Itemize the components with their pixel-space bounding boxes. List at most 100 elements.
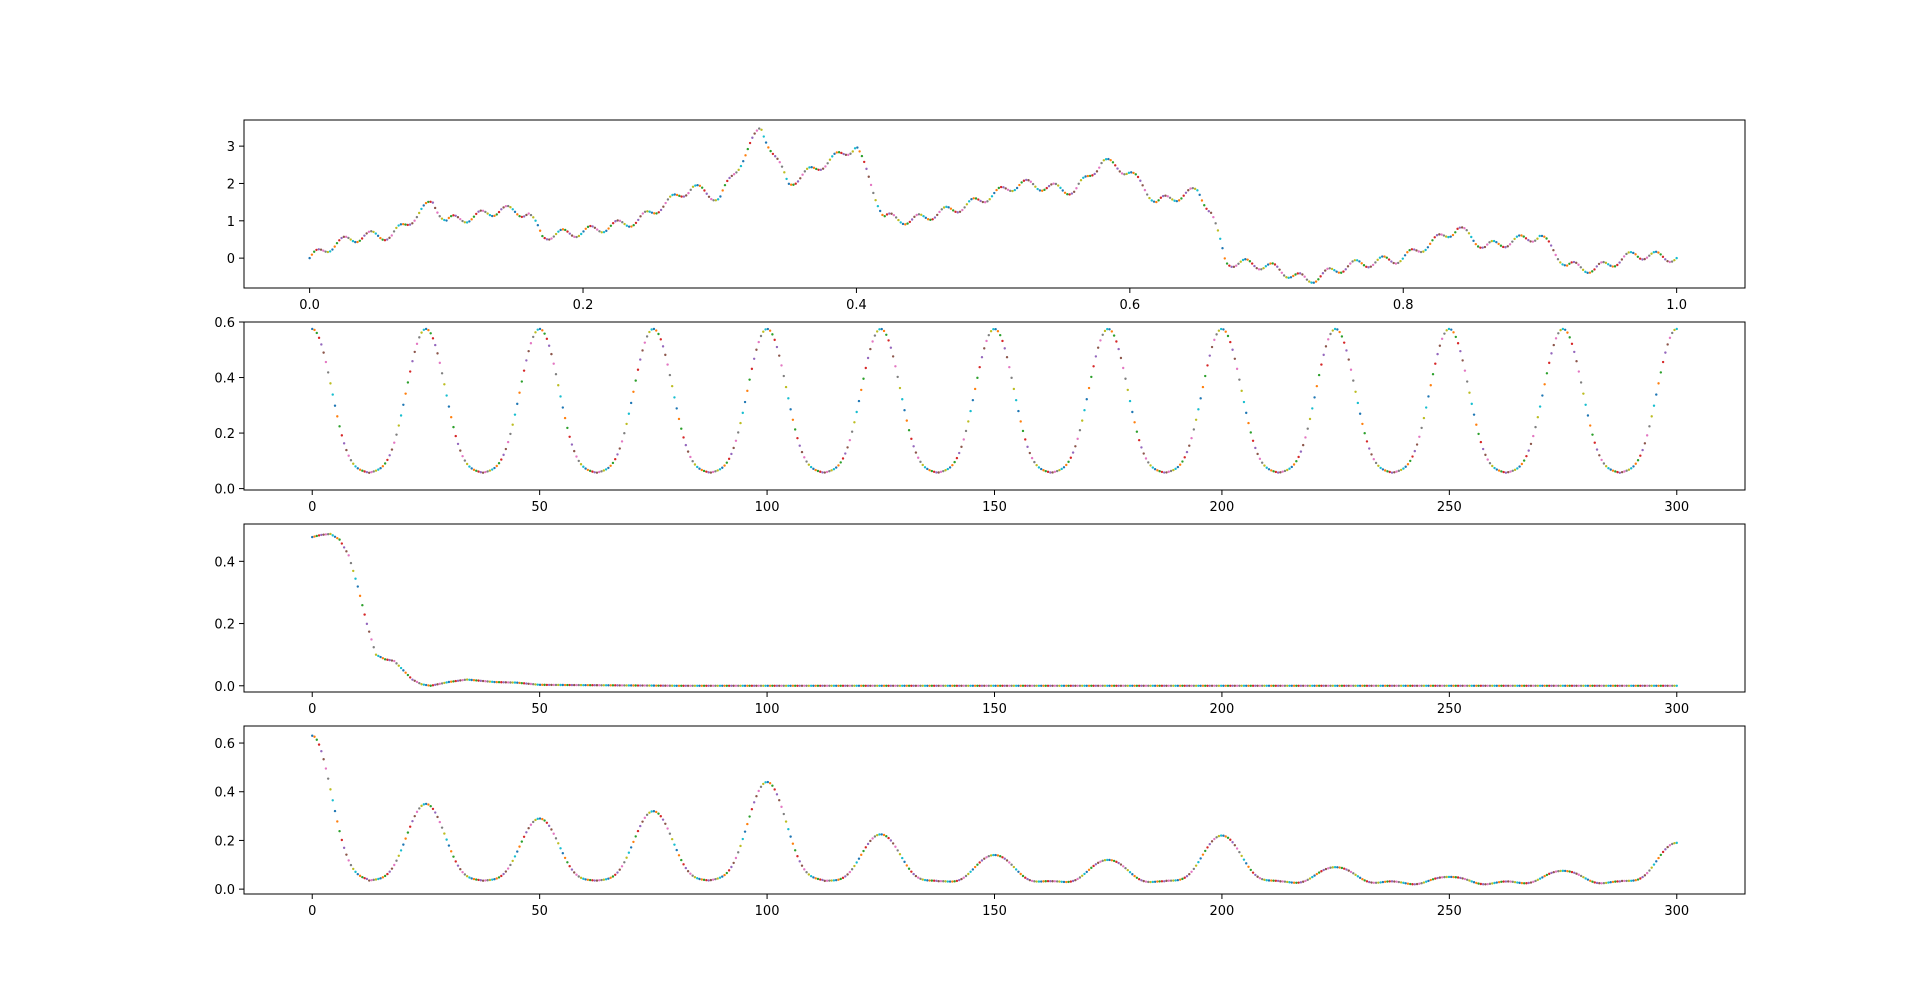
data-point: [1520, 234, 1523, 237]
data-point: [1010, 376, 1013, 380]
data-point: [529, 213, 533, 217]
data-point: [1620, 879, 1624, 883]
data-point: [1632, 879, 1635, 882]
data-point: [1256, 684, 1259, 687]
data-point: [623, 222, 626, 226]
data-point: [584, 227, 587, 230]
data-point: [1210, 840, 1214, 843]
data-point: [497, 462, 501, 465]
data-point: [1235, 367, 1239, 371]
data-point: [308, 256, 311, 260]
data-point: [1355, 259, 1359, 262]
data-point: [1468, 879, 1471, 882]
data-point: [609, 876, 612, 879]
data-point: [739, 421, 742, 425]
data-point: [1003, 684, 1006, 687]
data-point: [793, 428, 797, 431]
data-point: [709, 684, 713, 687]
y-tick-label: 0.2: [214, 427, 235, 442]
data-point: [1484, 453, 1487, 457]
data-point: [881, 213, 884, 217]
data-point: [1014, 868, 1018, 871]
data-point: [399, 849, 403, 852]
data-point: [844, 875, 847, 878]
data-point: [518, 214, 521, 218]
data-point: [1256, 452, 1259, 456]
data-point: [969, 409, 972, 413]
data-point: [1065, 463, 1068, 467]
data-point: [1532, 880, 1535, 884]
data-point: [1075, 187, 1078, 190]
data-point: [449, 214, 453, 218]
data-point: [693, 875, 697, 879]
data-point: [436, 683, 439, 686]
data-point: [992, 328, 995, 331]
data-point: [957, 878, 961, 882]
data-point: [1358, 684, 1362, 687]
data-point: [436, 352, 439, 355]
data-point: [1115, 340, 1118, 343]
data-point: [901, 856, 904, 860]
data-point: [1675, 256, 1678, 260]
data-point: [657, 332, 660, 336]
data-point: [1550, 684, 1553, 687]
data-point: [490, 214, 494, 218]
data-point: [570, 443, 574, 446]
data-point: [807, 873, 811, 876]
data-point: [575, 455, 578, 458]
data-point: [356, 240, 359, 244]
data-point: [896, 375, 899, 379]
data-point: [1538, 234, 1541, 238]
data-point: [901, 398, 904, 401]
data-point: [511, 208, 514, 211]
data-point: [1120, 172, 1124, 175]
data-point: [867, 175, 870, 178]
data-point: [1265, 466, 1268, 469]
data-point: [1374, 261, 1377, 264]
data-point: [1260, 684, 1264, 687]
data-point: [527, 212, 530, 215]
data-point: [1099, 684, 1102, 687]
data-point: [563, 683, 567, 687]
data-point: [1301, 684, 1305, 687]
data-point: [643, 684, 647, 687]
data-point: [793, 849, 797, 852]
data-point: [645, 813, 649, 817]
data-point: [850, 430, 854, 433]
data-point: [723, 873, 726, 877]
data-point: [869, 684, 872, 687]
data-point: [465, 875, 469, 878]
data-point: [1188, 444, 1191, 447]
data-point: [1399, 468, 1403, 472]
data-point: [1509, 684, 1512, 687]
data-point: [1629, 250, 1633, 254]
data-point: [1165, 879, 1168, 883]
data-point: [1393, 471, 1396, 474]
data-point: [388, 870, 391, 873]
y-tick-label: 0.0: [214, 680, 235, 695]
data-point: [1053, 684, 1057, 687]
data-point: [866, 356, 870, 360]
data-point: [1315, 872, 1319, 876]
data-point: [1545, 873, 1549, 877]
data-point: [1627, 251, 1630, 254]
data-point: [1336, 328, 1339, 331]
data-point: [819, 878, 822, 881]
data-point: [839, 461, 842, 464]
data-point: [1604, 465, 1608, 468]
data-point: [354, 465, 357, 468]
data-point: [468, 678, 471, 681]
data-point: [1053, 880, 1057, 883]
data-point: [1308, 417, 1312, 421]
data-point: [1502, 245, 1505, 249]
data-point: [363, 613, 366, 616]
data-point: [461, 870, 464, 874]
data-point: [639, 358, 642, 361]
data-point: [582, 877, 585, 880]
data-point: [835, 151, 838, 154]
data-point: [484, 680, 487, 683]
data-point: [800, 450, 804, 454]
data-point: [971, 398, 975, 402]
data-point: [684, 443, 688, 447]
data-point: [1581, 268, 1585, 272]
